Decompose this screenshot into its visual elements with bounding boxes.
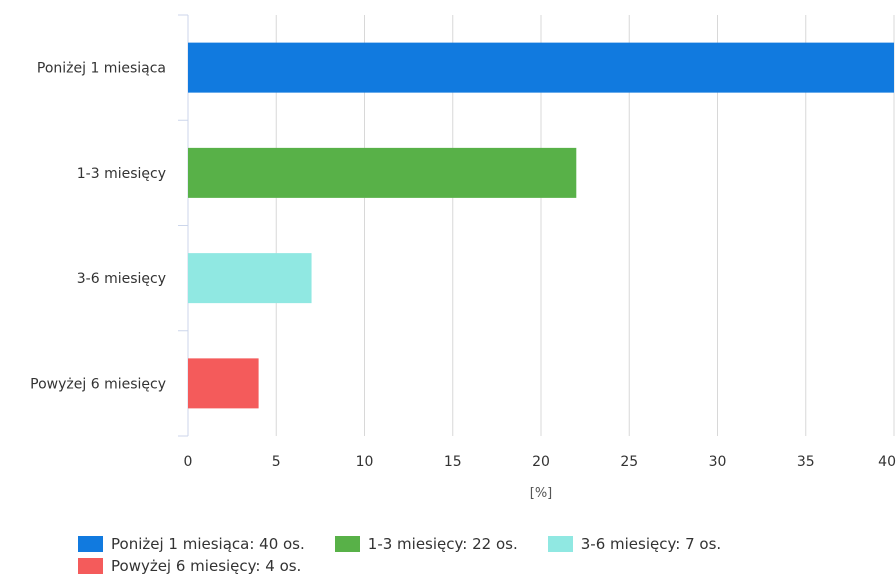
legend-swatch xyxy=(78,536,103,552)
legend-item-powyzej-6-miesiecy[interactable]: Powyżej 6 miesięcy: 4 os. xyxy=(78,557,301,575)
legend-row-1: Poniżej 1 miesiąca: 40 os. 1-3 miesięcy:… xyxy=(78,533,878,555)
legend-label: Powyżej 6 miesięcy: 4 os. xyxy=(111,557,302,575)
legend-item-ponizej-1-miesiaca[interactable]: Poniżej 1 miesiąca: 40 os. xyxy=(78,535,305,553)
x-tick-label: 0 xyxy=(184,454,193,470)
legend-label: 3-6 miesięcy: 7 os. xyxy=(580,535,722,553)
category-label: Powyżej 6 miesięcy xyxy=(30,376,166,392)
bar-3[interactable] xyxy=(188,358,259,409)
category-label: 3-6 miesięcy xyxy=(77,271,166,287)
y-axis xyxy=(178,14,189,437)
bar-2[interactable] xyxy=(188,253,312,304)
x-tick-label: 10 xyxy=(356,454,374,470)
x-tick-label: 5 xyxy=(272,454,281,470)
legend-label: 1-3 miesięcy: 22 os. xyxy=(367,535,518,553)
legend-item-1-3-miesiecy[interactable]: 1-3 miesięcy: 22 os. xyxy=(334,535,518,553)
legend-swatch xyxy=(78,558,103,574)
legend-swatch xyxy=(547,536,573,552)
bars xyxy=(188,42,894,409)
category-label: Poniżej 1 miesiąca xyxy=(37,61,166,77)
x-tick-label: 35 xyxy=(797,454,815,470)
legend-row-2: Powyżej 6 miesięcy: 4 os. xyxy=(78,555,878,577)
x-axis-title: [%] xyxy=(530,486,553,501)
legend-swatch xyxy=(334,536,360,552)
bar-0[interactable] xyxy=(188,42,894,93)
x-tick-label: 30 xyxy=(709,454,727,470)
legend-label: Poniżej 1 miesiąca: 40 os. xyxy=(111,535,305,553)
bar-1[interactable] xyxy=(188,147,577,198)
x-tick-label: 25 xyxy=(620,454,638,470)
legend: Poniżej 1 miesiąca: 40 os. 1-3 miesięcy:… xyxy=(78,533,878,577)
legend-item-3-6-miesiecy[interactable]: 3-6 miesięcy: 7 os. xyxy=(547,535,722,553)
x-tick-labels: 0 5 10 15 20 25 30 35 40 xyxy=(184,454,896,470)
category-labels: Poniżej 1 miesiąca 1-3 miesięcy 3-6 miesię… xyxy=(30,61,166,393)
x-tick-label: 40 xyxy=(878,454,896,470)
x-tick-label: 20 xyxy=(532,454,550,470)
category-label: 1-3 miesięcy xyxy=(77,166,166,182)
x-tick-label: 15 xyxy=(444,454,462,470)
